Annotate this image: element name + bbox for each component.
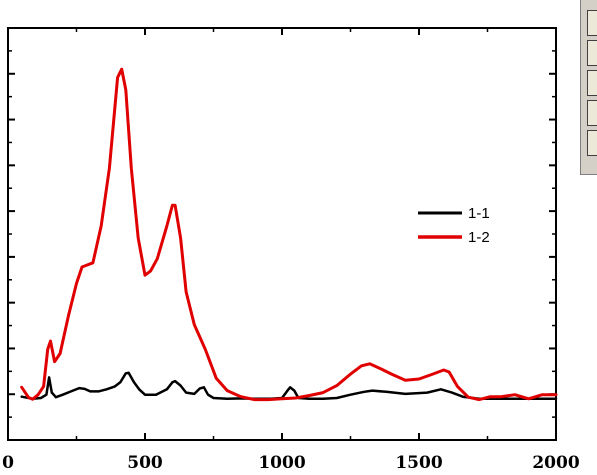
x-tick-label: 1500: [395, 453, 442, 473]
cropped-window-fragment: [580, 0, 597, 175]
window-cell: [587, 10, 597, 36]
x-tick-label: 1000: [258, 453, 305, 473]
series-line-1-2: [20, 67, 558, 402]
plot-area: 0 500 1000 1500 2000 1-11-2: [2, 27, 580, 473]
window-cell: [587, 130, 597, 156]
legend: 1-11-2: [418, 205, 490, 246]
x-tick-labels: 0 500 1000 1500 2000: [2, 453, 580, 473]
legend-label-1-1: 1-1: [468, 205, 490, 222]
x-tick-label: 0: [2, 453, 14, 473]
legend-label-1-2: 1-2: [468, 229, 490, 246]
window-cell: [587, 70, 597, 96]
window-cell: [587, 40, 597, 66]
x-tick-label: 500: [127, 453, 163, 473]
axis-ticks: [7, 28, 557, 440]
window-cell: [587, 100, 597, 126]
series-layer: [20, 67, 558, 402]
series-line-1-1: [20, 371, 558, 401]
x-tick-label: 2000: [532, 453, 579, 473]
